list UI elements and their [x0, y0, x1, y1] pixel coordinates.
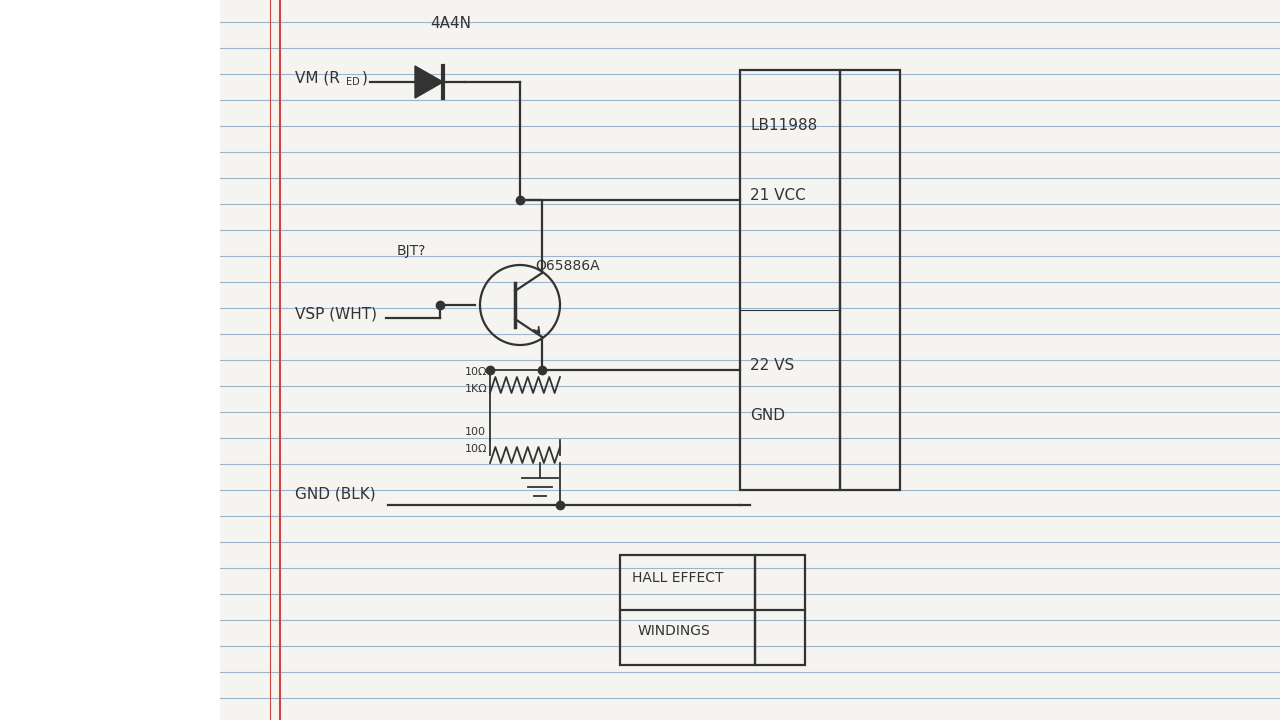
- Bar: [740, 70, 840, 490]
- Text: VM (R: VM (R: [294, 70, 340, 85]
- Bar: [620, 555, 755, 665]
- Polygon shape: [415, 66, 443, 98]
- Text: 22 VS: 22 VS: [750, 358, 795, 373]
- Text: BJT?: BJT?: [397, 244, 426, 258]
- Text: WINDINGS: WINDINGS: [637, 624, 710, 638]
- Text: 10Ω: 10Ω: [465, 444, 488, 454]
- Text: ): ): [362, 70, 367, 85]
- Bar: [755, 555, 805, 665]
- Text: 1KΩ: 1KΩ: [465, 384, 488, 394]
- Text: GND (BLK): GND (BLK): [294, 486, 375, 501]
- Text: GND: GND: [750, 408, 785, 423]
- Text: 10Ω: 10Ω: [465, 367, 488, 377]
- Text: ED: ED: [346, 77, 360, 87]
- Text: 21 VCC: 21 VCC: [750, 188, 805, 203]
- Text: LB11988: LB11988: [750, 118, 817, 133]
- Text: HALL EFFECT: HALL EFFECT: [632, 571, 723, 585]
- Text: VSP (WHT): VSP (WHT): [294, 306, 378, 321]
- Bar: [220, 0, 1280, 720]
- Text: O65886A: O65886A: [535, 259, 599, 273]
- Text: 4A4N: 4A4N: [430, 16, 471, 31]
- Text: 100: 100: [465, 427, 486, 437]
- Bar: [840, 70, 900, 490]
